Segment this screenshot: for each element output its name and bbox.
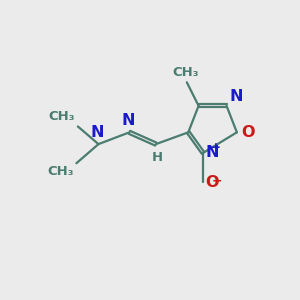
Text: N: N (230, 89, 243, 104)
Text: N: N (206, 146, 219, 160)
Text: N: N (90, 125, 104, 140)
Text: +: + (210, 141, 220, 154)
Text: O: O (206, 175, 219, 190)
Text: CH₃: CH₃ (47, 165, 74, 178)
Text: CH₃: CH₃ (48, 110, 75, 124)
Text: CH₃: CH₃ (172, 66, 199, 79)
Text: H: H (152, 152, 163, 164)
Text: −: − (212, 174, 222, 188)
Text: O: O (241, 125, 255, 140)
Text: N: N (121, 113, 135, 128)
